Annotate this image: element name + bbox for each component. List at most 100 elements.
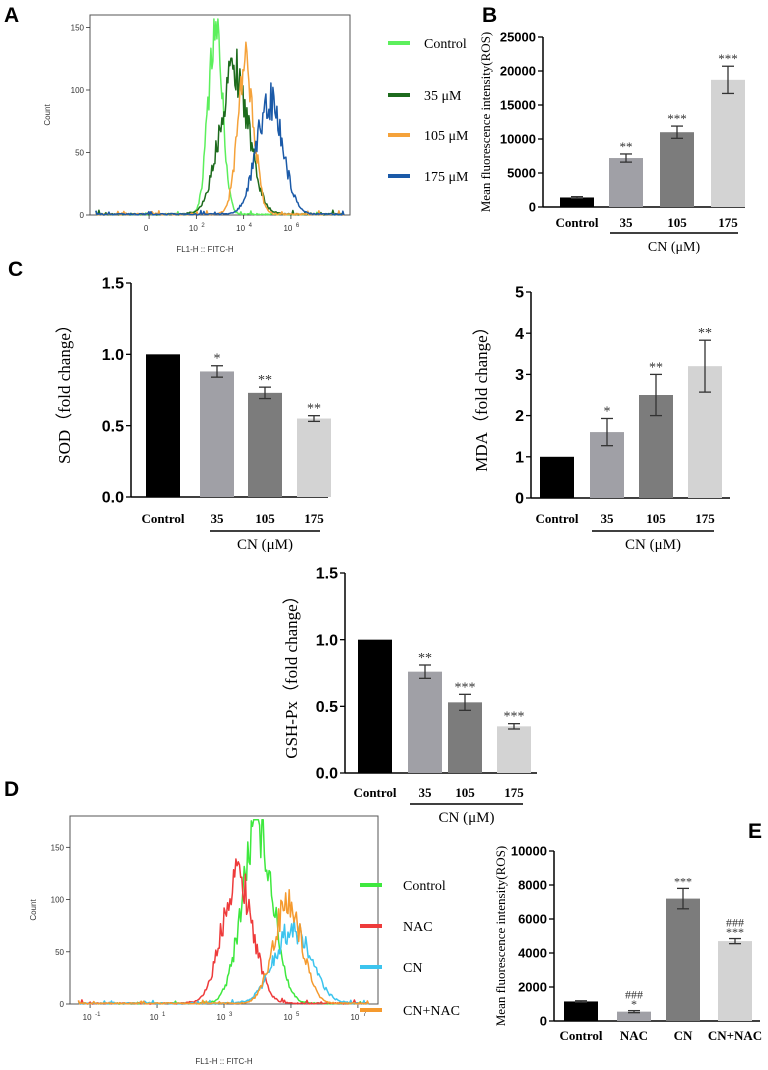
- panel-label-d: D: [4, 778, 19, 801]
- d-x-tick-label: 10: [83, 1013, 92, 1022]
- sod-y-tick-label: 1.0: [102, 347, 124, 364]
- e-category-label: CN+NAC: [708, 1028, 762, 1043]
- b-y-tick-label: 5000: [507, 166, 536, 181]
- b-bar: [560, 197, 594, 207]
- a-x-tick-label: 0: [144, 224, 149, 233]
- e-significance: ### ***: [726, 916, 744, 940]
- a-legend-label: 35 μM: [424, 89, 462, 104]
- a-y-tick-label: 50: [75, 149, 84, 158]
- sod-y-label: SOD（fold change）: [55, 316, 74, 464]
- sod-bar: [146, 354, 180, 497]
- e-y-tick-label: 0: [540, 1014, 547, 1029]
- sod-significance-line: **: [307, 402, 321, 417]
- a-x-label: FL1-H :: FITC-H: [176, 245, 234, 254]
- sod-category-label: 35: [211, 511, 225, 526]
- gsh-bar: [448, 702, 482, 773]
- sod-chart: 0.0 0.5 1.0 1.5 SOD（fold change） Control * 35 **…: [55, 276, 331, 553]
- a-x-tick-exponent: 6: [296, 223, 300, 229]
- b-bar: [660, 132, 694, 207]
- a-series-0-curve: [95, 18, 344, 216]
- d-series-1-curve: [77, 858, 369, 1005]
- d-x-label: FL1-H :: FITC-H: [195, 1057, 253, 1066]
- mda-significance: *: [604, 404, 611, 419]
- e-category-label: NAC: [620, 1028, 648, 1043]
- d-y-tick-label: 50: [55, 948, 64, 957]
- mda-y-label: MDA（fold change）: [472, 318, 491, 471]
- sod-category-label: 105: [255, 511, 275, 526]
- d-x-tick-label: 10: [350, 1013, 359, 1022]
- sod-significance: **: [258, 373, 272, 388]
- sod-significance-line: *: [214, 352, 221, 367]
- sod-bar: [200, 371, 234, 497]
- mda-bar: [540, 456, 574, 498]
- d-x-tick-label: 10: [284, 1013, 293, 1022]
- mda-significance-line: **: [698, 326, 712, 341]
- d-legend-label: CN+NAC: [403, 1004, 460, 1019]
- a-x-tick-exponent: 4: [249, 223, 253, 229]
- b-bar: [609, 158, 643, 207]
- mda-chart: 0 1 2 3 4 5 MDA（fold change） Control * 35 ** 105 ** 1…: [472, 285, 730, 553]
- e-y-tick-label: 2000: [518, 980, 547, 995]
- b-y-tick-label: 10000: [500, 132, 536, 147]
- a-series-2-curve: [95, 41, 344, 216]
- b-significance-line: ***: [667, 111, 687, 126]
- d-x-tick-label: 10: [150, 1013, 159, 1022]
- gsh-significance-line: ***: [504, 710, 525, 725]
- a-x-tick-label: 10: [283, 224, 292, 233]
- e-bar: [617, 1011, 651, 1021]
- mda-category-label: 35: [601, 511, 615, 526]
- d-y-tick-label: 100: [51, 896, 65, 905]
- e-significance-line: *: [631, 997, 637, 1011]
- mda-category-label: 175: [695, 511, 715, 526]
- a-x-tick-label: 10: [236, 224, 245, 233]
- a-y-tick-label: 150: [71, 24, 85, 33]
- a-legend-label: 175 μM: [424, 170, 469, 185]
- b-category-label: 105: [667, 215, 687, 230]
- b-y-tick-label: 20000: [500, 64, 536, 79]
- d-x-tick-exponent: 3: [229, 1012, 233, 1018]
- gsh-y-tick-label: 1.5: [316, 566, 338, 583]
- panel-label-c: C: [8, 258, 23, 281]
- d-legend-label: NAC: [403, 920, 433, 935]
- a-series-3-curve: [95, 82, 345, 216]
- d-x-tick-label: 10: [217, 1013, 226, 1022]
- mda-y-tick-label: 4: [515, 326, 524, 343]
- e-category-label: Control: [559, 1028, 602, 1043]
- gsh-y-label: GSH-Px（fold change）: [282, 587, 301, 758]
- b-significance: **: [620, 139, 633, 154]
- b-category-label: 175: [718, 215, 738, 230]
- e-y-tick-label: 8000: [518, 878, 547, 893]
- d-x-tick-exponent: 7: [363, 1012, 367, 1018]
- e-y-label: Mean fluorescence intensity(ROS): [493, 846, 508, 1027]
- sod-group-label: CN (μM): [237, 537, 293, 553]
- gsh-significance: **: [418, 651, 432, 666]
- sod-category-label: 175: [304, 511, 324, 526]
- a-y-label: Count: [43, 104, 52, 126]
- gsh-category-label: 105: [455, 785, 475, 800]
- panel-label-e: E: [748, 820, 762, 843]
- sod-y-tick-label: 0.0: [102, 490, 124, 507]
- gsh-significance: ***: [455, 680, 476, 695]
- sod-significance: **: [307, 402, 321, 417]
- e-significance-line: ###: [625, 988, 643, 1002]
- e-significance-line: ***: [726, 925, 744, 939]
- gsh-significance: ***: [504, 710, 525, 725]
- a-x-tick-exponent: 2: [201, 223, 205, 229]
- b-category-label: 35: [620, 215, 634, 230]
- gsh-category-label: 175: [504, 785, 524, 800]
- gsh-significance-line: **: [418, 651, 432, 666]
- d-x-tick-exponent: -1: [95, 1012, 101, 1018]
- b-significance-line: ***: [718, 51, 738, 66]
- panel-label-a: A: [4, 4, 19, 27]
- mda-y-tick-label: 2: [515, 408, 524, 425]
- mda-category-label: Control: [535, 511, 578, 526]
- b-significance-line: **: [620, 139, 633, 154]
- mda-y-tick-label: 0: [515, 491, 524, 508]
- e-bar: [564, 1001, 598, 1021]
- sod-y-tick-label: 1.5: [102, 276, 124, 293]
